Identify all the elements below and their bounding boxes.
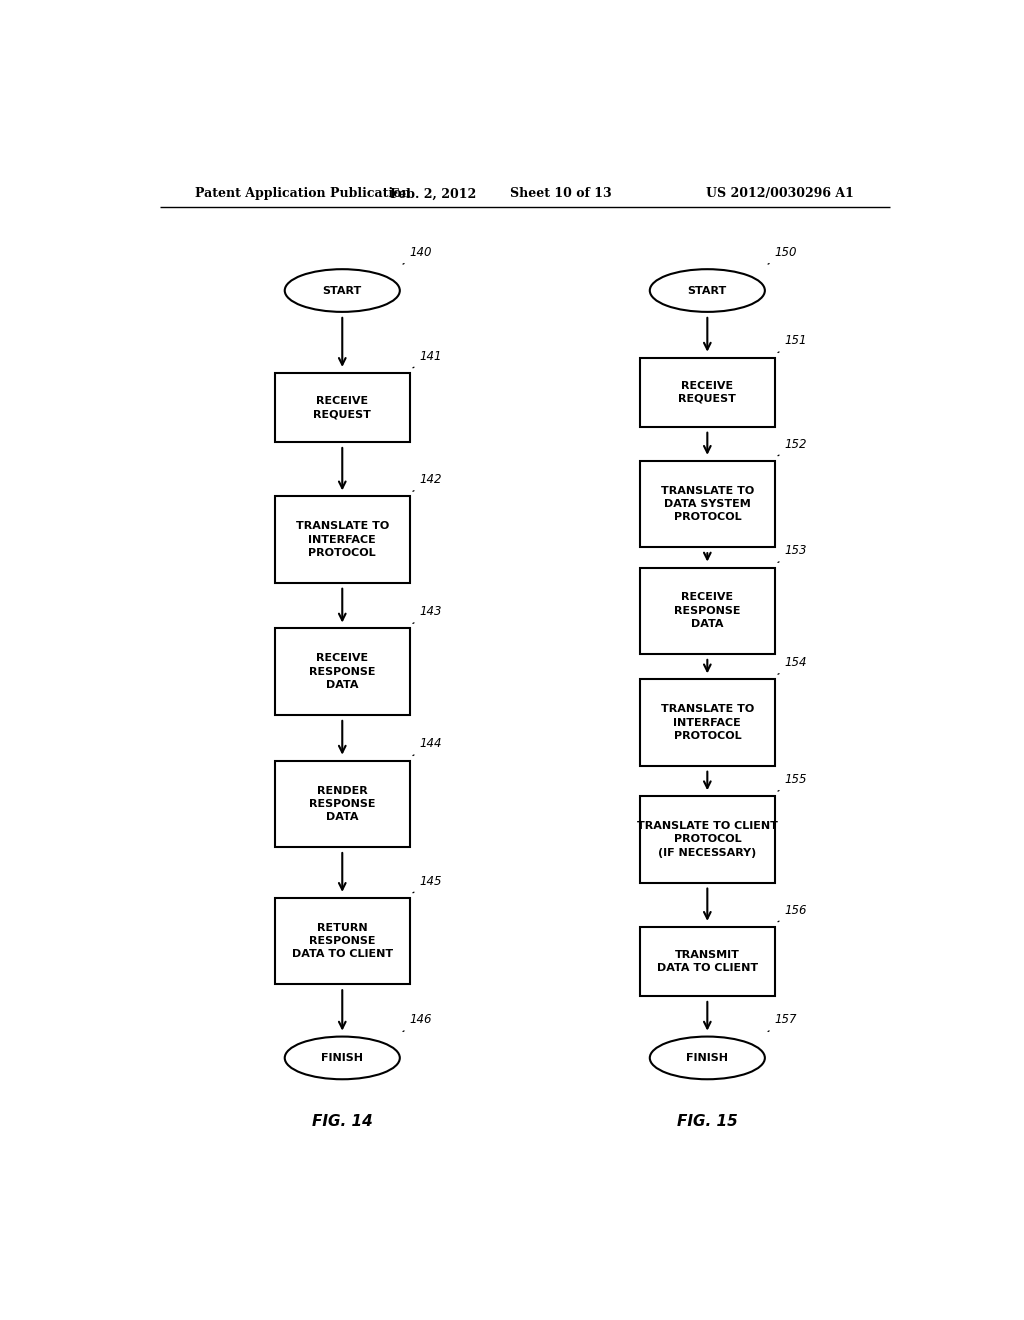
Text: RECEIVE
REQUEST: RECEIVE REQUEST: [678, 380, 736, 404]
Text: RECEIVE
RESPONSE
DATA: RECEIVE RESPONSE DATA: [309, 653, 376, 690]
Text: START: START: [323, 285, 361, 296]
Bar: [274, 372, 410, 442]
Text: FINISH: FINISH: [322, 1053, 364, 1063]
Text: 143: 143: [419, 606, 441, 618]
Text: TRANSMIT
DATA TO CLIENT: TRANSMIT DATA TO CLIENT: [656, 950, 758, 973]
Text: Feb. 2, 2012: Feb. 2, 2012: [390, 187, 476, 201]
Bar: [640, 568, 775, 653]
Text: US 2012/0030296 A1: US 2012/0030296 A1: [707, 187, 854, 201]
Text: TRANSLATE TO
DATA SYSTEM
PROTOCOL: TRANSLATE TO DATA SYSTEM PROTOCOL: [660, 486, 754, 523]
Text: RENDER
RESPONSE
DATA: RENDER RESPONSE DATA: [309, 785, 376, 822]
Text: 157: 157: [774, 1014, 797, 1027]
Text: 142: 142: [419, 473, 441, 486]
Text: RECEIVE
RESPONSE
DATA: RECEIVE RESPONSE DATA: [674, 593, 740, 628]
Bar: [274, 628, 410, 715]
Text: 153: 153: [784, 544, 807, 557]
Text: 155: 155: [784, 774, 807, 785]
Text: 150: 150: [774, 246, 797, 259]
Text: 140: 140: [410, 246, 432, 259]
Text: Patent Application Publication: Patent Application Publication: [196, 187, 411, 201]
Text: RECEIVE
REQUEST: RECEIVE REQUEST: [313, 396, 372, 418]
Text: TRANSLATE TO
INTERFACE
PROTOCOL: TRANSLATE TO INTERFACE PROTOCOL: [660, 705, 754, 741]
Text: Sheet 10 of 13: Sheet 10 of 13: [510, 187, 611, 201]
Bar: [640, 796, 775, 883]
Text: 146: 146: [410, 1014, 432, 1027]
Text: TRANSLATE TO CLIENT
PROTOCOL
(IF NECESSARY): TRANSLATE TO CLIENT PROTOCOL (IF NECESSA…: [637, 821, 778, 858]
Bar: [274, 898, 410, 985]
Text: START: START: [688, 285, 727, 296]
Ellipse shape: [285, 269, 399, 312]
Bar: [640, 927, 775, 995]
Text: TRANSLATE TO
INTERFACE
PROTOCOL: TRANSLATE TO INTERFACE PROTOCOL: [296, 521, 389, 558]
Text: 151: 151: [784, 334, 807, 347]
Bar: [640, 358, 775, 426]
Text: 154: 154: [784, 656, 807, 669]
Ellipse shape: [650, 269, 765, 312]
Text: 145: 145: [419, 875, 441, 887]
Bar: [274, 496, 410, 582]
Ellipse shape: [650, 1036, 765, 1080]
Text: 152: 152: [784, 438, 807, 450]
Text: 156: 156: [784, 904, 807, 916]
Text: RETURN
RESPONSE
DATA TO CLIENT: RETURN RESPONSE DATA TO CLIENT: [292, 923, 393, 960]
Bar: [640, 461, 775, 548]
Text: FINISH: FINISH: [686, 1053, 728, 1063]
Text: 141: 141: [419, 350, 441, 363]
Text: FIG. 14: FIG. 14: [312, 1114, 373, 1130]
Bar: [274, 760, 410, 847]
Text: FIG. 15: FIG. 15: [677, 1114, 737, 1130]
Bar: [640, 680, 775, 766]
Text: 144: 144: [419, 738, 441, 751]
Ellipse shape: [285, 1036, 399, 1080]
